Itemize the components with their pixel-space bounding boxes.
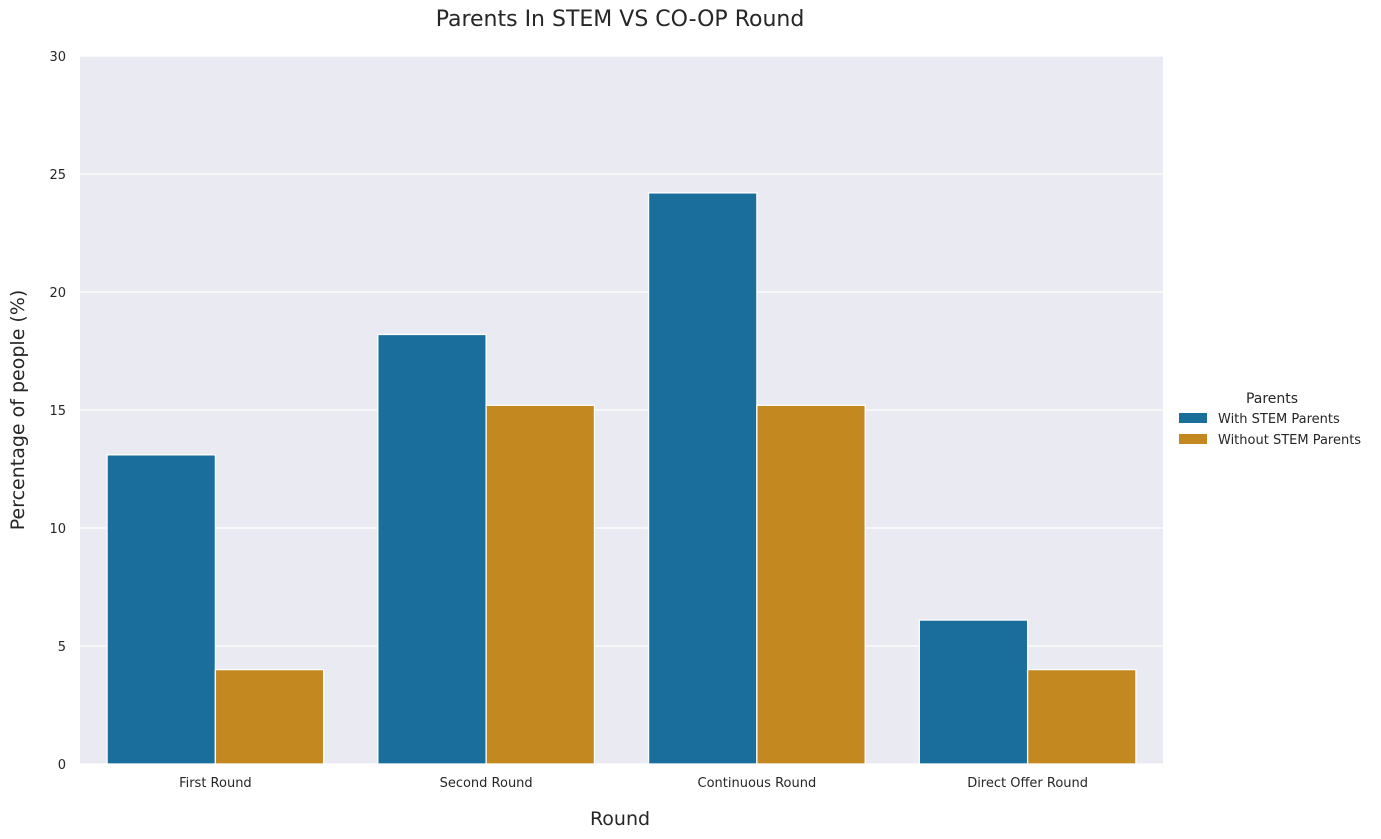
bar [756,404,866,765]
y-tick-label: 30 [49,50,66,65]
legend-item-label: Without STEM Parents [1218,433,1361,448]
bar [485,404,596,765]
bar [106,454,217,765]
y-tick-label: 5 [58,640,66,655]
legend: Parents With STEM Parents Without STEM Pa… [1179,391,1361,448]
y-tick-label: 10 [49,522,66,537]
legend-item-label: With STEM Parents [1218,412,1340,427]
y-tick-label: 25 [49,168,66,183]
bar [1026,668,1137,765]
x-tick-labels: First Round Second Round Continuous Round D… [179,776,1088,791]
bar [377,333,487,765]
x-axis-label: Round [590,808,650,830]
x-tick-label: Second Round [440,776,533,791]
bars-group [106,192,1137,765]
x-tick-label: First Round [179,776,252,791]
bar [214,668,325,765]
y-tick-label: 15 [49,404,66,419]
legend-swatch [1179,434,1207,444]
y-tick-label: 20 [49,286,66,301]
y-tick-label: 0 [58,758,66,773]
y-tick-labels: 0 5 10 15 20 25 30 [49,50,66,773]
bar [647,192,758,765]
y-axis-label: Percentage of people (%) [7,290,29,531]
legend-swatch [1179,413,1207,423]
legend-title: Parents [1246,391,1298,407]
x-tick-label: Continuous Round [698,776,817,791]
chart-title: Parents In STEM VS CO-OP Round [436,7,805,32]
x-tick-label: Direct Offer Round [967,776,1088,791]
bar [918,619,1029,765]
